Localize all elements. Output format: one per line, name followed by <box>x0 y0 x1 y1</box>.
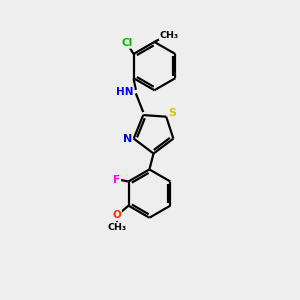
Text: CH₃: CH₃ <box>160 31 179 40</box>
Text: O: O <box>112 210 121 220</box>
Text: CH₃: CH₃ <box>107 223 126 232</box>
Text: HN: HN <box>116 87 134 97</box>
Text: N: N <box>123 134 132 144</box>
Text: F: F <box>113 175 120 185</box>
Text: S: S <box>169 108 177 118</box>
Text: Cl: Cl <box>122 38 133 48</box>
